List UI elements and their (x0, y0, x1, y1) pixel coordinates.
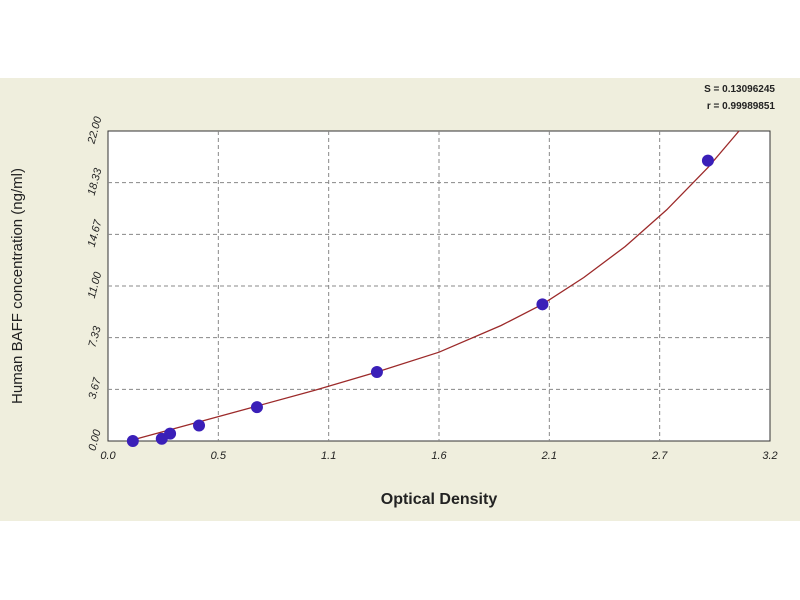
grid-lines (108, 131, 770, 441)
data-points (126, 154, 714, 447)
y-axis-title: Human BAFF concentration (ng/ml) (9, 168, 26, 404)
data-point (536, 298, 549, 311)
x-tick-labels: 0.0 0.5 1.1 1.6 2.1 2.7 3.2 (100, 450, 777, 462)
x-tick-label: 0.5 (211, 450, 227, 462)
data-point (193, 419, 206, 432)
chart-frame: 0.0 0.5 1.1 1.6 2.1 2.7 3.2 0.00 3.67 7.33 11.00 1… (0, 78, 800, 521)
x-axis-title: Optical Density (381, 491, 498, 508)
x-tick-label: 1.6 (431, 450, 447, 462)
y-tick-label: 14.67 (86, 218, 105, 249)
y-tick-label: 3.67 (87, 376, 104, 401)
x-tick-label: 2.7 (651, 450, 668, 462)
stat-s: S = 0.13096245 (704, 84, 775, 95)
stat-r: r = 0.99989851 (707, 101, 776, 112)
y-tick-labels: 0.00 3.67 7.33 11.00 14.67 18.33 22.00 (85, 115, 104, 453)
data-point (164, 427, 177, 440)
chart: 0.0 0.5 1.1 1.6 2.1 2.7 3.2 0.00 3.67 7.33 11.00 1… (9, 84, 778, 508)
data-point (370, 365, 383, 378)
y-tick-label: 22.00 (85, 115, 104, 147)
data-point (250, 401, 263, 414)
x-tick-label: 3.2 (762, 450, 777, 462)
x-tick-label: 0.0 (100, 450, 116, 462)
data-point (701, 154, 714, 167)
y-tick-label: 0.00 (87, 427, 104, 452)
y-tick-label: 7.33 (87, 324, 104, 349)
x-tick-label: 1.1 (321, 450, 336, 462)
x-tick-label: 2.1 (541, 450, 557, 462)
data-point (126, 435, 139, 447)
y-tick-label: 18.33 (86, 166, 105, 197)
y-tick-label: 11.00 (86, 270, 105, 300)
